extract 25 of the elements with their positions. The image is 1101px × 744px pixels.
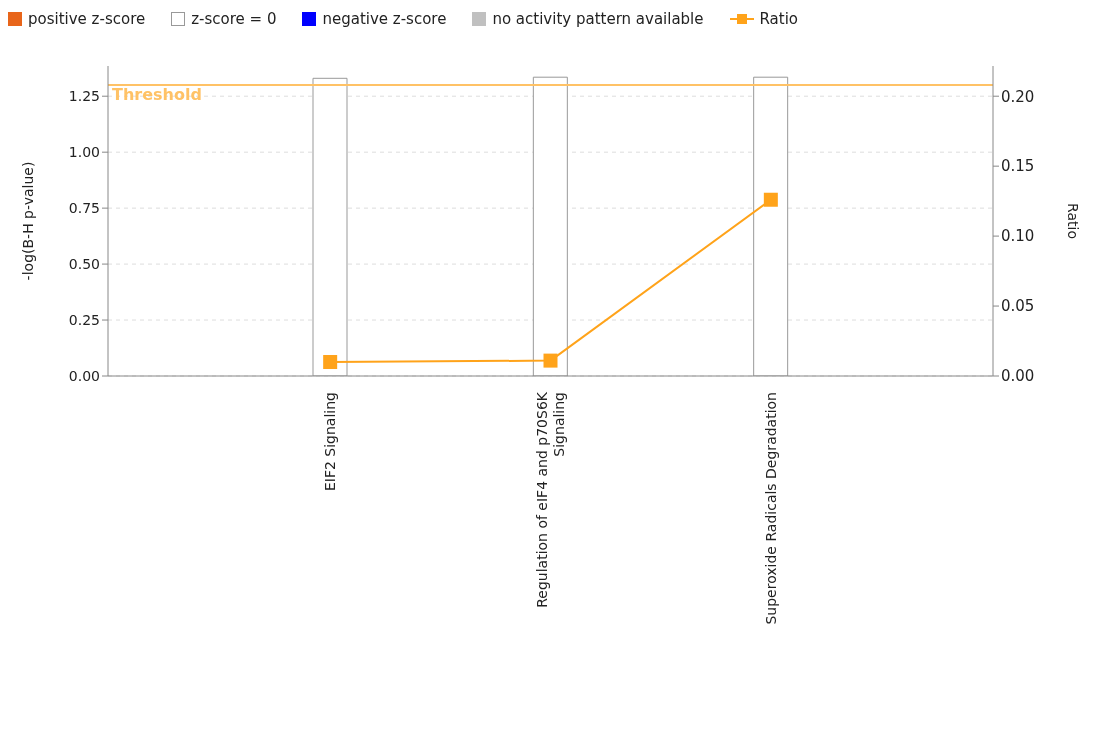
legend-label: positive z-score: [28, 10, 146, 28]
y2-tick-label: 0.00: [1001, 367, 1035, 386]
y-tick-label: 0.00: [68, 367, 100, 384]
y-tick-label: 0.50: [68, 256, 100, 273]
ref-line-label: Threshold: [112, 85, 202, 105]
x-tick-label: Superoxide Radicals Degradation: [762, 392, 779, 625]
y2-tick-label: 0.05: [1001, 297, 1035, 316]
legend-label: Ratio: [759, 10, 799, 28]
legend-label: no activity pattern available: [492, 10, 704, 28]
legend-label: z-score = 0: [191, 10, 277, 28]
point: [763, 192, 778, 207]
point: [543, 353, 558, 368]
y-tick-label: 1.00: [68, 144, 100, 161]
point: [323, 355, 338, 370]
y-tick-label: 0.25: [68, 312, 100, 329]
legend-label: negative z-score: [322, 10, 447, 28]
y-tick-label: 0.75: [68, 200, 100, 217]
x-tick-label: EIF2 Signaling: [322, 392, 339, 492]
y2-tick-label: 0.15: [1001, 157, 1035, 176]
y-axis-title: -log(B-H p-value): [19, 161, 36, 281]
y2-tick-label: 0.20: [1001, 87, 1035, 106]
y2-axis-title: Ratio: [1065, 203, 1082, 239]
y2-tick-label: 0.10: [1001, 227, 1035, 246]
y-tick-label: 1.25: [68, 88, 100, 105]
x-tick-label: Regulation of eIF4 and p70S6K Signaling: [534, 391, 567, 608]
